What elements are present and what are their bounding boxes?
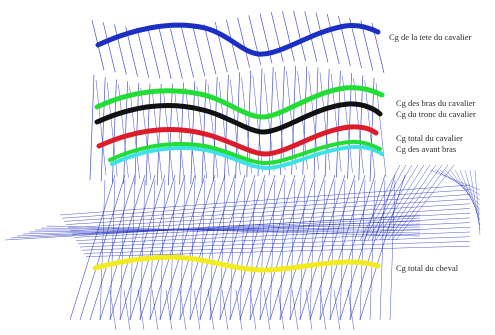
label-trunk-cg: Cg du tronc du cavalier	[396, 109, 476, 119]
horse-total-cg-trajectory	[92, 254, 381, 273]
arms-cg-trajectory	[94, 85, 385, 120]
trunk-cg-trajectory	[94, 101, 383, 135]
forearms-cg-trajectory-green	[108, 139, 382, 166]
label-horse-total-cg: Cg total du cheval	[396, 263, 459, 273]
label-head-cg: Cg de la tete du cavalier	[389, 32, 472, 42]
label-forearms-cg: Cg des avant bras	[396, 144, 456, 154]
trajectory-labels: Cg de la tete du cavalier Cg des bras du…	[389, 32, 476, 273]
head-cg-trajectory	[95, 22, 381, 57]
rider-total-cg-trajectory	[96, 124, 379, 157]
stick-figure-wireframe	[4, 10, 481, 331]
label-arms-cg: Cg des bras du cavalier	[396, 98, 475, 108]
label-rider-total-cg: Cg total du cavalier	[396, 133, 463, 143]
cg-trajectories	[92, 22, 385, 273]
forearms-cg-trajectory	[110, 144, 384, 171]
